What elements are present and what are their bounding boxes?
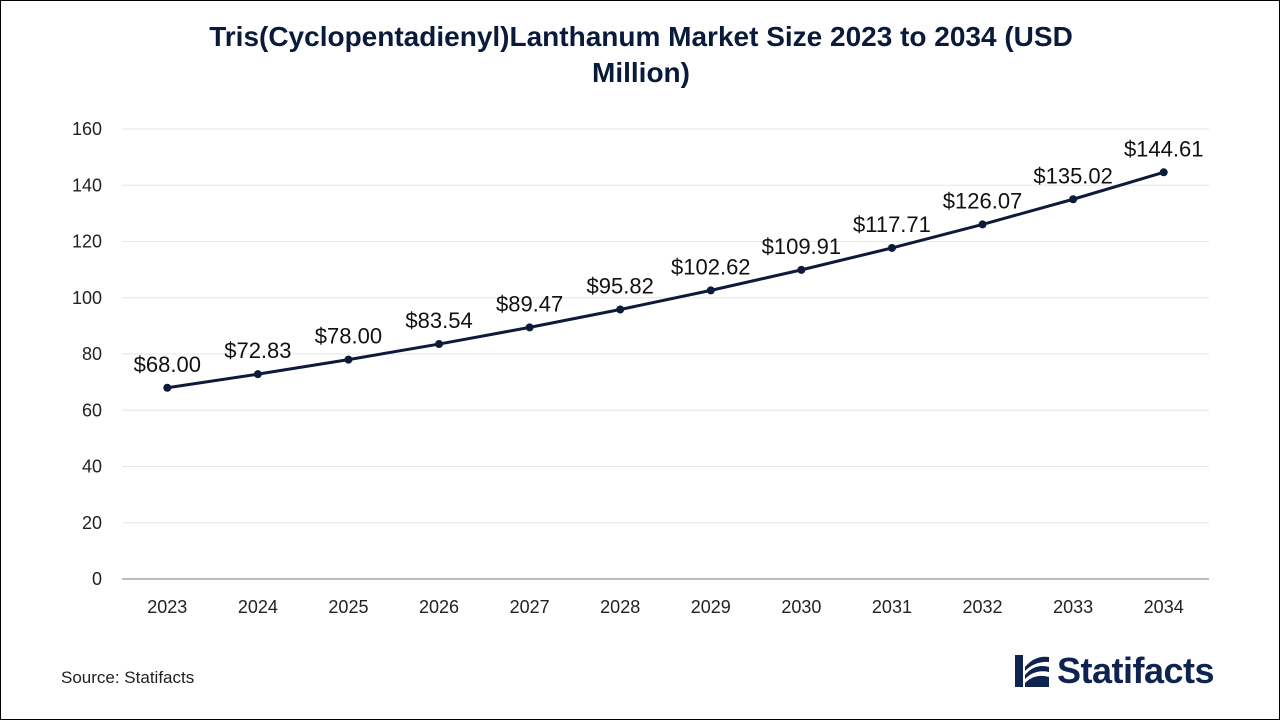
data-label: $83.54: [405, 308, 472, 333]
data-point: [706, 286, 715, 295]
x-tick-label: 2026: [419, 597, 459, 617]
y-tick-label: 140: [72, 175, 102, 195]
data-point: [1069, 195, 1078, 204]
data-point: [887, 243, 896, 252]
y-tick-label: 120: [72, 232, 102, 252]
series-line: [167, 170, 1165, 390]
data-label: $72.83: [224, 338, 291, 363]
data-point: [435, 340, 444, 349]
data-points: [163, 168, 1168, 392]
data-label: $95.82: [587, 274, 654, 299]
y-tick-label: 40: [82, 457, 102, 477]
y-tick-label: 160: [72, 119, 102, 139]
y-tick-label: 20: [82, 513, 102, 533]
data-point: [525, 323, 534, 332]
data-point: [978, 220, 987, 229]
data-point: [616, 305, 625, 314]
data-point: [163, 383, 172, 392]
x-tick-label: 2023: [147, 597, 187, 617]
data-label: $78.00: [315, 324, 382, 349]
x-axis-ticks: 2023 2024 2025 2026 2027 2028 2029 2030 2031 2032…: [147, 597, 1183, 617]
y-axis-ticks: 0 20 40 60 80 100 120 140 160: [72, 119, 102, 589]
statifacts-logo-icon: [1015, 655, 1049, 687]
y-tick-label: 60: [82, 400, 102, 420]
x-tick-label: 2034: [1144, 597, 1184, 617]
y-tick-label: 80: [82, 344, 102, 364]
x-tick-label: 2033: [1053, 597, 1093, 617]
statifacts-logo: Statifacts: [1013, 650, 1215, 691]
brand-name: Statifacts: [1057, 650, 1215, 691]
data-label: $89.47: [496, 291, 563, 316]
data-label: $126.07: [943, 188, 1023, 213]
data-label: $144.61: [1124, 136, 1204, 161]
gridlines: [122, 128, 1209, 524]
x-tick-label: 2032: [963, 597, 1003, 617]
x-tick-label: 2025: [328, 597, 368, 617]
data-label: $117.71: [853, 212, 931, 237]
y-tick-label: 0: [92, 569, 102, 589]
data-point: [1159, 168, 1168, 177]
data-label: $68.00: [134, 352, 201, 377]
x-tick-label: 2029: [691, 597, 731, 617]
x-tick-label: 2030: [781, 597, 821, 617]
y-tick-label: 100: [72, 288, 102, 308]
x-tick-label: 2028: [600, 597, 640, 617]
data-point: [344, 355, 353, 364]
x-tick-label: 2024: [238, 597, 278, 617]
data-labels: $68.00 $72.83 $78.00 $83.54 $89.47 $95.82 $102…: [134, 136, 1204, 376]
data-label: $109.91: [762, 234, 842, 259]
data-point: [797, 265, 806, 274]
x-tick-label: 2031: [872, 597, 912, 617]
data-point: [253, 370, 262, 379]
data-label: $102.62: [671, 254, 751, 279]
data-label: $135.02: [1033, 163, 1113, 188]
chart-title: Tris(Cyclopentadienyl)Lanthanum Market S…: [209, 21, 1073, 88]
x-tick-label: 2027: [510, 597, 550, 617]
source-note: Source: Statifacts: [61, 668, 195, 687]
